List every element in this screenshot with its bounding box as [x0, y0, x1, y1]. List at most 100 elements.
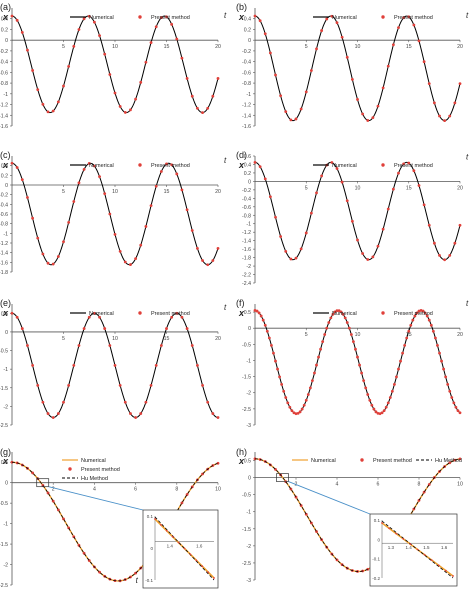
panel-label: (e): [0, 298, 11, 308]
inset-x-tick-label: 1.3: [388, 545, 395, 550]
present-method-point: [56, 508, 60, 512]
present-method-point: [347, 326, 351, 330]
x-tick-label: 10: [355, 44, 361, 50]
present-method-point: [380, 411, 384, 415]
present-method-point: [170, 163, 174, 167]
present-method-point: [149, 383, 153, 387]
present-method-point: [407, 161, 411, 165]
present-method-point: [372, 407, 376, 411]
y-tick-label: -2: [3, 404, 8, 410]
legend-label: Present method: [394, 311, 433, 317]
present-method-point: [431, 329, 435, 333]
inset-present-method-point: [177, 541, 180, 544]
y-tick-label: -0.5: [242, 342, 251, 348]
present-method-point: [356, 98, 359, 101]
inset-present-method-point: [154, 518, 156, 520]
inset-y-tick-label: -0.2: [372, 576, 380, 581]
inset-present-method-point: [409, 543, 412, 546]
present-method-point: [98, 315, 101, 319]
legend-swatch-present-method: [360, 458, 364, 462]
legend-swatch-present-method: [381, 311, 385, 315]
y-tick-label: -1.2: [242, 103, 251, 109]
present-method-point: [320, 29, 324, 32]
present-method-point: [349, 333, 353, 336]
present-method-point: [165, 162, 168, 166]
present-method-point: [329, 316, 333, 320]
present-method-point: [413, 314, 417, 318]
present-method-point: [374, 410, 378, 414]
inset-y-tick-label: 0.1: [374, 518, 381, 523]
y-tick-label: -1.5: [0, 386, 8, 392]
present-method-point: [417, 39, 421, 43]
present-method-point: [165, 327, 168, 330]
present-method-point: [368, 398, 372, 402]
present-method-point: [274, 359, 277, 363]
x-tick-label: 20: [457, 332, 463, 338]
y-tick-label: -0.2: [242, 49, 251, 55]
present-method-point: [339, 310, 343, 314]
y-tick-label: -0.5: [0, 349, 8, 355]
present-method-point: [371, 116, 375, 120]
present-method-point: [341, 312, 345, 316]
present-method-point: [185, 327, 189, 330]
panel-label: (f): [236, 298, 245, 308]
y-tick-label: -1.2: [0, 241, 8, 247]
present-method-point: [393, 382, 396, 386]
y-tick-label: -1.4: [242, 113, 251, 119]
series-line-hu-method: [11, 461, 219, 582]
y-tick-label: -0.5: [0, 501, 8, 507]
y-tick-label: -1.2: [0, 103, 8, 109]
present-method-point: [388, 396, 392, 399]
present-method-point: [134, 97, 138, 101]
present-method-point: [77, 28, 81, 31]
y-tick-label: -0.2: [242, 188, 251, 194]
y-axis-label: x: [2, 456, 9, 466]
x-tick-label: 15: [164, 44, 170, 50]
present-method-point: [325, 326, 329, 330]
present-method-point: [20, 327, 24, 330]
chart-panel-1: (a)x0.4 0.2 0 -0.2 -0.4 -0.6 -0.8 -1 -1.2 -1.4 -1.…: [0, 2, 227, 130]
present-method-point: [366, 119, 370, 122]
inset-present-method-point: [207, 571, 210, 573]
present-method-point: [403, 343, 407, 347]
present-method-point: [345, 199, 349, 203]
present-method-point: [360, 371, 363, 375]
present-method-point: [356, 238, 359, 242]
inset-y-tick-label: 0: [150, 546, 153, 551]
present-method-point: [376, 244, 380, 248]
present-method-point: [294, 256, 298, 260]
present-method-point: [77, 344, 81, 347]
present-method-point: [149, 41, 153, 44]
present-method-point: [51, 262, 55, 266]
inset-present-method-point: [201, 565, 204, 568]
present-method-point: [261, 318, 265, 322]
present-method-point: [315, 191, 318, 195]
legend-label: Numerical: [332, 163, 357, 169]
chart-panel-3: (c)x0.4 0.2 0 -0.2 -0.4 -0.6 -0.8 -1 -1.2 -1.4 -1.…: [0, 150, 227, 276]
present-method-point: [333, 310, 337, 314]
present-method-point: [432, 241, 436, 245]
present-method-point: [118, 383, 122, 387]
present-method-point: [190, 344, 194, 347]
present-method-point: [123, 400, 127, 404]
x-tick-label: 5: [305, 44, 308, 50]
legend-swatch-present-method: [381, 15, 385, 19]
inset-plot: 0.1 0 -0.1 1.4 1.6: [145, 514, 215, 583]
present-method-point: [201, 259, 204, 262]
present-method-point: [448, 389, 452, 393]
legend-swatch-present-method: [68, 467, 72, 471]
present-method-point: [304, 90, 308, 94]
y-tick-label: -1: [3, 367, 8, 373]
x-tick-label: 15: [164, 189, 170, 195]
present-method-point: [259, 314, 263, 318]
panel-label: (h): [236, 447, 247, 457]
present-method-point: [175, 311, 179, 315]
present-method-point: [356, 355, 359, 359]
present-method-point: [31, 69, 34, 72]
present-method-point: [317, 355, 320, 359]
inset-present-method-point: [416, 548, 419, 551]
x-tick-label: 10: [355, 332, 361, 338]
present-method-point: [206, 263, 210, 267]
legend-label: Present method: [394, 163, 433, 169]
present-method-point: [10, 161, 14, 165]
